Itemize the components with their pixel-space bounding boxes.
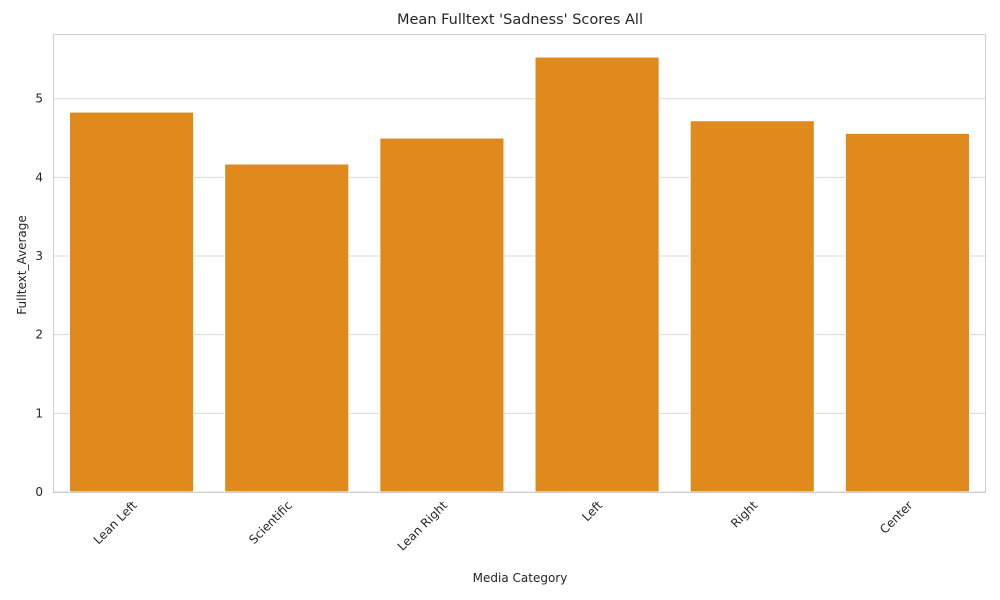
x-tick-label: Left bbox=[579, 498, 605, 524]
bars bbox=[69, 56, 970, 493]
x-tick-label: Scientific bbox=[246, 498, 295, 547]
y-tick-label: 5 bbox=[35, 92, 43, 106]
chart-title: Mean Fulltext 'Sadness' Scores All bbox=[397, 12, 643, 28]
y-tick-label: 1 bbox=[35, 406, 43, 420]
x-axis-label: Media Category bbox=[473, 571, 568, 585]
x-tick-label: Lean Left bbox=[91, 498, 140, 547]
y-tick-labels: 0 1 2 3 4 5 bbox=[35, 92, 43, 499]
y-tick-label: 0 bbox=[35, 485, 43, 499]
x-tick-label: Center bbox=[877, 498, 916, 537]
x-tick-label: Lean Right bbox=[395, 498, 451, 554]
x-tick-labels: Lean Left Scientific Lean Right Left Right Ce… bbox=[91, 498, 916, 554]
x-tick-label: Right bbox=[728, 498, 760, 530]
bar bbox=[224, 163, 350, 493]
bar bbox=[379, 137, 505, 493]
y-axis-label: Fulltext_Average bbox=[15, 215, 29, 314]
y-tick-label: 4 bbox=[35, 170, 43, 184]
bar bbox=[69, 111, 195, 493]
y-tick-label: 2 bbox=[35, 328, 43, 342]
y-tick-label: 3 bbox=[35, 249, 43, 263]
bar bbox=[844, 132, 970, 493]
bar bbox=[689, 120, 815, 493]
bar bbox=[534, 56, 660, 493]
plot-frame bbox=[53, 34, 986, 493]
